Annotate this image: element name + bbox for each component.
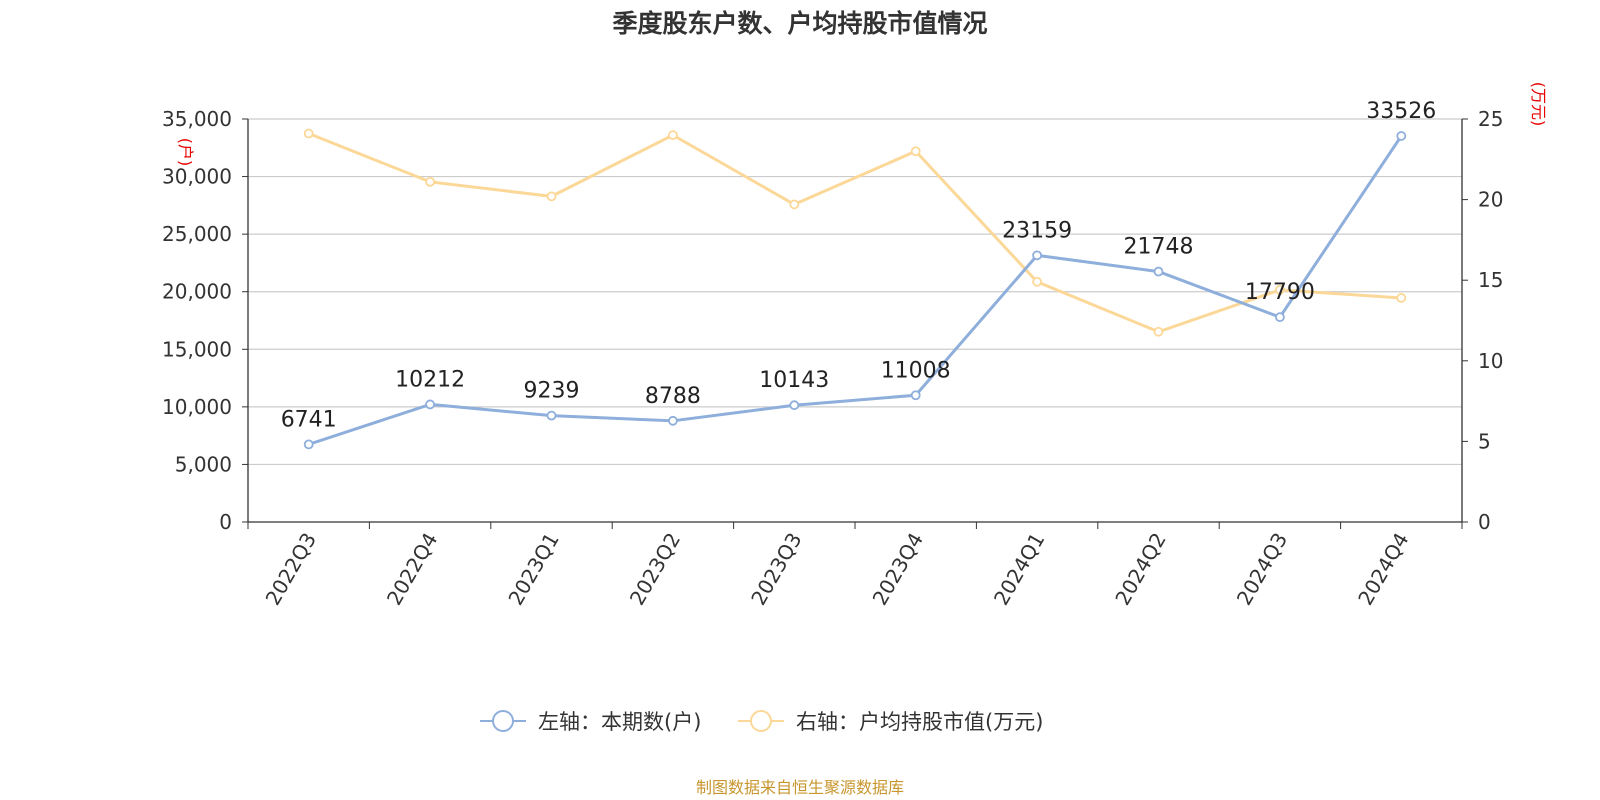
data-label: 21748 bbox=[1124, 235, 1194, 260]
data-point bbox=[789, 199, 800, 210]
data-point bbox=[546, 410, 557, 421]
data-point bbox=[1275, 284, 1285, 295]
data-point bbox=[668, 415, 678, 426]
right-tick-label: 0 bbox=[1478, 510, 1491, 534]
x-tick-label: 2024Q1 bbox=[989, 529, 1049, 610]
right-tick-label: 25 bbox=[1478, 107, 1503, 131]
data-point bbox=[1032, 276, 1042, 287]
x-tick-label: 2022Q3 bbox=[261, 529, 321, 610]
legend-label: 右轴：户均持股市值(万元) bbox=[796, 710, 1043, 734]
right-tick-label: 10 bbox=[1478, 349, 1503, 373]
data-label: 23159 bbox=[1002, 218, 1072, 243]
data-point bbox=[789, 400, 800, 411]
left-tick-label: 35,000 bbox=[162, 107, 232, 131]
data-label: 6741 bbox=[281, 407, 337, 432]
axes: 0 5,000 10,000 15,000 20,000 25,000 30,000 35,0… bbox=[162, 107, 1503, 609]
right-axis-unit: (万元) bbox=[1529, 82, 1548, 127]
legend-label: 左轴：本期数(户) bbox=[538, 710, 701, 734]
right-tick-label: 5 bbox=[1478, 429, 1491, 453]
data-label: 10212 bbox=[395, 367, 465, 392]
left-tick-label: 10,000 bbox=[162, 395, 232, 419]
x-tick-label: 2024Q2 bbox=[1110, 529, 1170, 610]
right-tick-label: 15 bbox=[1478, 268, 1503, 292]
data-label: 11008 bbox=[881, 358, 951, 383]
chart-title: 季度股东户数、户均持股市值情况 bbox=[612, 9, 987, 38]
x-tick-label: 2024Q3 bbox=[1232, 529, 1292, 610]
data-label: 9239 bbox=[524, 379, 580, 404]
series-line-holders bbox=[308, 135, 1403, 446]
x-tick-label: 2023Q3 bbox=[746, 529, 806, 610]
data-point bbox=[668, 130, 678, 141]
data-point bbox=[1153, 326, 1164, 337]
legend-marker bbox=[750, 710, 772, 732]
data-label: 33526 bbox=[1366, 99, 1436, 124]
left-tick-label: 5,000 bbox=[175, 452, 232, 476]
left-tick-label: 15,000 bbox=[162, 337, 232, 361]
data-point bbox=[910, 390, 921, 401]
left-tick-label: 30,000 bbox=[162, 165, 232, 189]
data-point bbox=[1396, 131, 1407, 141]
x-tick-label: 2023Q1 bbox=[503, 529, 563, 610]
data-point bbox=[1275, 312, 1285, 323]
data-point bbox=[546, 191, 557, 202]
x-tick-label: 2023Q2 bbox=[625, 529, 685, 610]
legend[interactable]: 左轴：本期数(户) 右轴：户均持股市值(万元) bbox=[480, 710, 1043, 734]
data-point bbox=[425, 176, 436, 187]
series-group: 6741 10212 9239 8788 10143 11008 23159 21748 177… bbox=[281, 99, 1436, 450]
data-point bbox=[303, 128, 314, 139]
left-axis-unit: (户) bbox=[176, 138, 195, 167]
left-tick-label: 25,000 bbox=[162, 222, 232, 246]
data-point bbox=[1153, 266, 1164, 277]
left-tick-label: 0 bbox=[219, 510, 232, 534]
data-point bbox=[425, 399, 436, 410]
x-tick-label: 2023Q4 bbox=[868, 529, 928, 610]
data-point bbox=[1396, 293, 1407, 303]
x-tick-label: 2024Q4 bbox=[1353, 529, 1413, 610]
left-tick-label: 20,000 bbox=[162, 280, 232, 304]
right-tick-label: 20 bbox=[1478, 188, 1503, 212]
data-label: 10143 bbox=[759, 368, 829, 393]
legend-marker bbox=[492, 710, 514, 732]
series-line-market-value bbox=[308, 132, 1402, 334]
data-point bbox=[303, 439, 314, 450]
source-note: 制图数据来自恒生聚源数据库 bbox=[696, 778, 904, 797]
data-label: 17790 bbox=[1245, 280, 1315, 305]
data-point bbox=[910, 146, 921, 157]
x-tick-label: 2022Q4 bbox=[382, 529, 442, 610]
data-point bbox=[1032, 250, 1042, 261]
data-label: 8788 bbox=[645, 384, 701, 409]
